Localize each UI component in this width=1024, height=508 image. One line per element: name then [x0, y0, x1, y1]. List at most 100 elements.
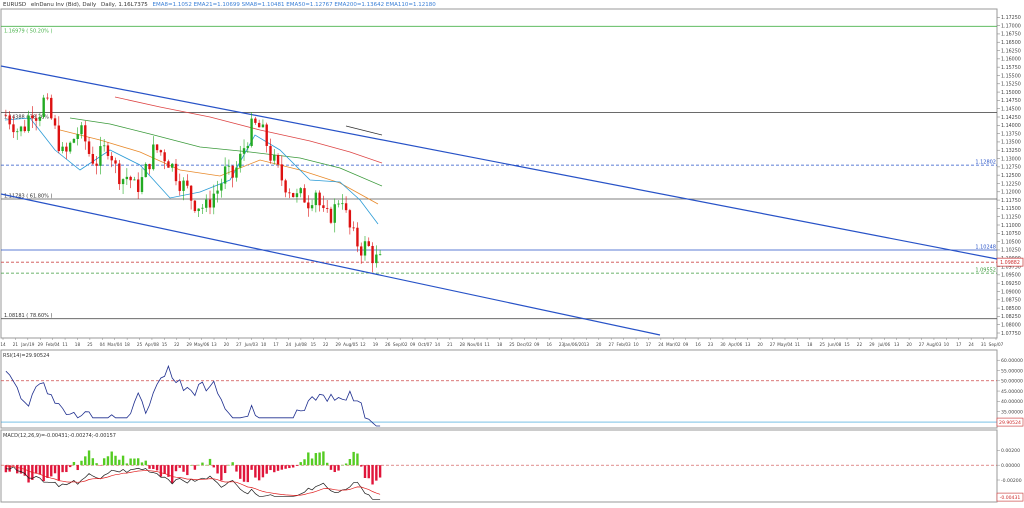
price-tick-label: 1.13500 — [1001, 140, 1021, 146]
date-tick-label: Jul/08 — [294, 342, 307, 347]
candle-body — [46, 97, 49, 99]
candle-body — [129, 176, 132, 181]
macd-bar — [325, 462, 329, 466]
price-tick-label: 1.17250 — [1001, 15, 1021, 21]
macd-bar — [19, 465, 23, 474]
date-tick-label: Aug/03 — [926, 342, 941, 347]
candlesticks — [4, 93, 382, 273]
candle-body — [80, 125, 83, 135]
date-tick-label: 09 — [410, 342, 416, 347]
date-tick-label: 20 — [906, 342, 912, 347]
candle-body — [242, 148, 246, 154]
macd-bar — [50, 465, 53, 477]
price-tick-label: 1.11500 — [1001, 206, 1021, 212]
date-tick-label: 29 — [187, 342, 193, 347]
candle-body — [344, 203, 348, 211]
date-tick-label: Jun/08 — [827, 342, 842, 347]
macd-bar — [12, 465, 15, 466]
candle-body — [295, 193, 299, 198]
date-tick-label: 20 — [757, 342, 763, 347]
macd-bar — [337, 465, 340, 471]
price-tick-label: 1.11750 — [1001, 198, 1021, 204]
candle-body — [254, 118, 257, 123]
date-tick-label: 04 — [100, 342, 106, 347]
macd-bar — [257, 465, 261, 481]
macd-bar — [329, 465, 333, 470]
date-tick-label: 10 — [633, 342, 639, 347]
fib-label-top: 1.16979 ( 50.20% ) — [4, 28, 52, 34]
macd-bar — [310, 458, 314, 466]
price-tick-label: 1.09250 — [1001, 281, 1021, 287]
macd-bar — [163, 465, 166, 474]
macd-bar — [344, 463, 348, 466]
date-tick-label: Jul/06 — [877, 342, 890, 347]
date-tick-label: Mar/02 — [666, 342, 681, 347]
candle-body — [269, 145, 272, 161]
macd-bar — [208, 458, 212, 466]
candle-body — [310, 205, 314, 209]
date-tick-label: 13 — [894, 342, 900, 347]
macd-tick-label: 0.00000 — [1001, 463, 1020, 469]
date-tick-label: 15 — [311, 342, 317, 347]
date-tick-label: 23 — [559, 342, 565, 347]
date-tick-label: Jun/03 — [244, 342, 259, 347]
candle-body — [189, 185, 193, 201]
date-tick-label: 16 — [695, 342, 701, 347]
macd-bar — [261, 465, 265, 478]
macd-bar — [246, 465, 250, 483]
channel-upper-line — [0, 65, 998, 260]
macd-bar — [174, 465, 178, 472]
rsi-title: RSI(14)=29.90524 — [3, 353, 49, 359]
macd-tick-label: -0.00200 — [1001, 478, 1022, 484]
candle-body — [76, 134, 79, 139]
macd-bar — [121, 455, 125, 466]
macd-bar — [265, 465, 268, 474]
candle-body — [99, 146, 102, 166]
candle-body — [140, 177, 144, 192]
rsi-tick-label: 45.00000 — [1001, 389, 1023, 395]
macd-line — [5, 466, 381, 500]
candle-body — [110, 155, 113, 161]
macd-panel-frame — [0, 429, 998, 503]
price-tick-label: 1.08750 — [1001, 298, 1021, 304]
date-tick-label: 13 — [211, 342, 217, 347]
candle-body — [307, 202, 310, 209]
date-tick-label: May/04 — [777, 342, 793, 347]
date-tick-label: Apr/08 — [145, 342, 159, 347]
candle-body — [333, 204, 336, 223]
candle-body — [223, 166, 227, 184]
date-tick-label: 09 — [534, 342, 540, 347]
rsi-current-label: 29.90524 — [999, 420, 1021, 426]
macd-bar — [16, 465, 19, 474]
macd-bar — [205, 464, 208, 466]
macd-bar — [299, 462, 302, 466]
price-tick-label: 1.10250 — [1001, 248, 1021, 254]
candle-body — [31, 115, 34, 119]
candle-body — [136, 179, 140, 192]
date-tick-label: 17 — [646, 342, 652, 347]
ema8-line — [4, 117, 379, 225]
candle-body — [205, 199, 208, 208]
candle-body — [57, 125, 61, 152]
moving-averages — [4, 96, 383, 225]
price-tick-label: 1.13000 — [1001, 156, 1021, 162]
date-tick-label: 18 — [75, 342, 81, 347]
candle-body — [38, 117, 42, 121]
price-tick-label: 1.14500 — [1001, 106, 1021, 112]
date-tick-label: Apr/06 — [728, 342, 742, 347]
macd-bar — [250, 465, 253, 470]
rsi-tick-label: 55.00000 — [1001, 368, 1023, 374]
macd-bar — [288, 465, 291, 469]
price-tick-label: 1.09750 — [1001, 264, 1021, 270]
date-tick-label: 12 — [360, 342, 366, 347]
macd-bar — [216, 465, 219, 474]
candle-body — [133, 179, 136, 181]
macd-bar — [167, 465, 170, 477]
candle-body — [367, 241, 370, 246]
date-tick-label: 16 — [546, 342, 552, 347]
date-tick-label: 24 — [658, 342, 664, 347]
date-tick-label: 24 — [286, 342, 292, 347]
date-tick-label: 29 — [38, 342, 44, 347]
macd-bar — [84, 456, 87, 466]
macd-bar — [360, 465, 363, 467]
